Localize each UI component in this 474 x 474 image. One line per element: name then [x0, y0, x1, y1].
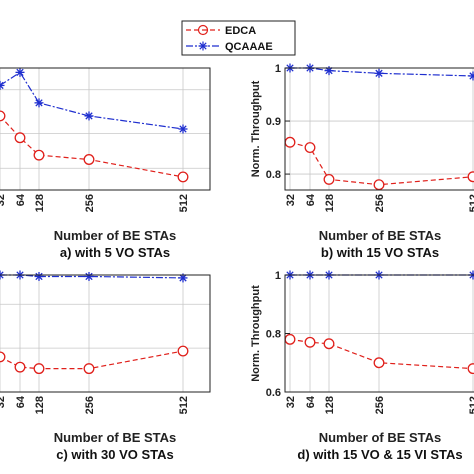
data-point-edca	[304, 336, 316, 348]
y-tick-label: 0.6	[266, 387, 281, 399]
legend-label-qcaaae: QCAAAE	[225, 41, 273, 53]
x-tick-label: 128	[34, 396, 46, 414]
y-tick-label: 1	[275, 63, 281, 75]
legend-marker-edca	[197, 24, 209, 36]
x-tick-label: 32	[0, 194, 7, 206]
x-tick-label: 512	[468, 396, 474, 414]
y-tick-label: 0.8	[266, 169, 281, 181]
x-tick-label: 32	[285, 396, 297, 408]
data-point-edca	[0, 110, 6, 122]
data-point-edca	[33, 149, 45, 161]
x-tick-label: 128	[324, 194, 336, 212]
data-point-edca	[467, 363, 474, 375]
data-point-edca	[33, 363, 45, 375]
x-tick-label: 256	[84, 194, 96, 212]
plot-frame	[284, 67, 474, 191]
y-axis-label: Norm. Throughput	[250, 285, 262, 382]
data-point-qcaaae	[374, 68, 384, 78]
y-axis-label: Norm. Throughput	[250, 80, 262, 177]
x-tick-label: 64	[305, 193, 317, 206]
x-tick-label: 256	[374, 396, 386, 414]
series-line-qcaaae	[0, 71, 184, 130]
panel-caption: c) with 30 VO STAs	[56, 447, 174, 462]
data-point-edca	[0, 351, 6, 363]
data-point-edca	[323, 338, 335, 350]
data-point-edca	[177, 171, 189, 183]
x-tick-label: 32	[285, 194, 297, 206]
series-line-edca	[0, 115, 184, 178]
data-point-qcaaae	[34, 271, 44, 281]
panel-caption: b) with 15 VO STAs	[321, 245, 439, 260]
series-line-qcaaae	[290, 67, 474, 77]
data-point-edca	[284, 333, 296, 345]
y-tick-label: 0.9	[266, 116, 281, 128]
data-point-qcaaae	[84, 111, 94, 121]
panel-1: 32 64 128 256 512 Number of BE STAs a) with 5 …	[0, 67, 211, 260]
data-point-edca	[373, 357, 385, 369]
panel-caption: d) with 15 VO & 15 VI STAs	[297, 447, 462, 462]
panel-3: 32 64 128 256 512 Number of BE STAs c) with 30…	[0, 270, 211, 462]
data-point-edca	[323, 173, 335, 185]
x-axis-label: Number of BE STAs	[319, 228, 442, 243]
legend-label-edca: EDCA	[225, 25, 256, 37]
x-tick-label: 64	[15, 193, 27, 206]
data-point-qcaaae	[34, 98, 44, 108]
x-tick-label: 64	[15, 395, 27, 408]
panel-4: 32 64 128 256 512 1 0.8 0.6 Number of BE STAs Nor…	[250, 270, 474, 462]
x-axis-label: Number of BE STAs	[319, 430, 442, 445]
plot-frame	[0, 274, 211, 393]
data-point-qcaaae	[178, 273, 188, 283]
series-line-edca	[289, 141, 474, 186]
plot-frame	[0, 67, 211, 191]
x-tick-label: 512	[178, 396, 190, 414]
data-point-edca	[83, 154, 95, 165]
legend: EDCA QCAAAE	[181, 20, 296, 56]
data-point-qcaaae	[84, 271, 94, 281]
x-tick-label: 512	[178, 194, 190, 212]
legend-box	[181, 20, 296, 56]
x-tick-label: 128	[324, 396, 336, 414]
data-point-edca	[373, 179, 385, 191]
data-point-edca	[177, 345, 189, 357]
legend-marker-qcaaae	[198, 41, 208, 51]
x-tick-label: 128	[34, 194, 46, 212]
data-point-edca	[467, 171, 474, 183]
data-point-qcaaae	[178, 124, 188, 134]
panel-caption: a) with 5 VO STAs	[60, 245, 170, 260]
data-point-edca	[83, 363, 95, 375]
x-axis-label: Number of BE STAs	[54, 430, 177, 445]
x-tick-label: 32	[0, 396, 7, 408]
data-point-qcaaae	[468, 71, 474, 81]
y-tick-label: 1	[275, 270, 281, 282]
x-tick-label: 256	[374, 194, 386, 212]
plot-frame	[284, 274, 474, 393]
x-axis-label: Number of BE STAs	[54, 228, 177, 243]
data-point-qcaaae	[15, 67, 25, 77]
data-point-edca	[304, 142, 316, 154]
data-point-qcaaae	[0, 80, 5, 90]
series-line-edca	[289, 338, 474, 370]
x-tick-label: 64	[305, 395, 317, 408]
panel-2: 32 64 128 256 512 1 0.9 0.8 Number of BE STAs Nor…	[250, 63, 474, 260]
x-tick-label: 256	[84, 396, 96, 414]
x-tick-label: 512	[468, 194, 474, 212]
y-tick-label: 0.8	[266, 329, 281, 341]
data-point-edca	[14, 132, 26, 144]
data-point-edca	[284, 136, 296, 148]
data-point-edca	[14, 361, 26, 373]
